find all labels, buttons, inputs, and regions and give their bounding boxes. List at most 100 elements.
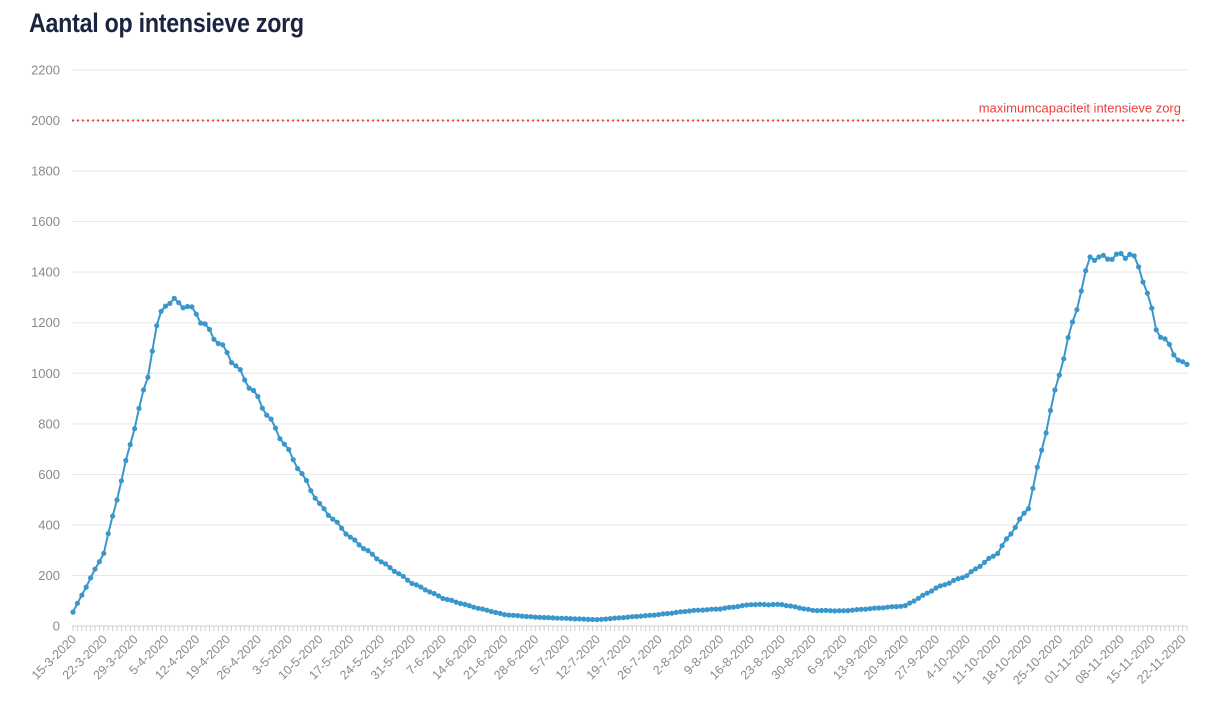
data-point[interactable] [929, 588, 935, 594]
data-point[interactable] [669, 610, 675, 616]
data-point[interactable] [250, 387, 257, 394]
data-point[interactable] [96, 559, 102, 565]
data-point[interactable] [625, 614, 631, 620]
data-point[interactable] [1184, 361, 1190, 367]
data-point[interactable] [981, 559, 988, 566]
data-point[interactable] [400, 573, 406, 579]
data-point[interactable] [497, 610, 503, 617]
data-point[interactable] [149, 348, 155, 354]
data-point[interactable] [1096, 254, 1102, 260]
data-point[interactable] [735, 603, 741, 610]
data-point[interactable] [387, 565, 393, 571]
data-point[interactable] [766, 602, 772, 608]
data-point[interactable] [105, 531, 111, 537]
data-point[interactable] [317, 500, 323, 507]
data-point[interactable] [506, 612, 512, 618]
data-point[interactable] [308, 488, 314, 494]
data-point[interactable] [268, 416, 274, 422]
data-point[interactable] [140, 387, 147, 393]
data-point[interactable] [871, 605, 878, 611]
data-point[interactable] [885, 604, 891, 610]
data-point[interactable] [334, 519, 340, 525]
data-point[interactable] [946, 580, 952, 586]
data-point[interactable] [620, 615, 627, 621]
data-point[interactable] [171, 295, 177, 301]
data-point[interactable] [1127, 251, 1133, 257]
data-point[interactable] [352, 537, 358, 543]
data-point[interactable] [343, 531, 349, 537]
data-point[interactable] [475, 605, 481, 611]
data-point[interactable] [757, 601, 763, 607]
data-point[interactable] [713, 606, 719, 612]
data-point[interactable] [1061, 356, 1067, 362]
data-point[interactable] [515, 613, 521, 619]
data-point[interactable] [405, 577, 411, 583]
data-point[interactable] [127, 442, 133, 448]
data-point[interactable] [493, 609, 499, 616]
data-point[interactable] [1100, 252, 1106, 258]
data-point[interactable] [440, 595, 446, 602]
data-point[interactable] [656, 612, 662, 618]
data-point[interactable] [616, 615, 622, 621]
data-point[interactable] [700, 607, 706, 613]
data-point[interactable] [1087, 254, 1093, 260]
data-point[interactable] [299, 471, 305, 477]
data-point[interactable] [841, 608, 847, 614]
data-point[interactable] [1069, 319, 1076, 325]
data-point[interactable] [1109, 256, 1115, 262]
data-point[interactable] [590, 616, 596, 623]
data-point[interactable] [990, 553, 996, 559]
data-point[interactable] [810, 607, 816, 613]
data-point[interactable] [559, 615, 565, 621]
data-point[interactable] [730, 604, 737, 610]
data-point[interactable] [779, 602, 785, 608]
data-point[interactable] [484, 607, 490, 613]
data-point[interactable] [1105, 256, 1111, 262]
data-point[interactable] [154, 323, 160, 329]
data-point[interactable] [233, 363, 239, 369]
data-point[interactable] [973, 566, 979, 572]
data-point[interactable] [554, 615, 560, 621]
data-point[interactable] [805, 606, 811, 612]
data-point[interactable] [1021, 510, 1027, 516]
data-point[interactable] [286, 446, 292, 453]
data-point[interactable] [678, 609, 684, 615]
data-point[interactable] [845, 608, 851, 614]
data-point[interactable] [74, 600, 80, 606]
data-point[interactable] [792, 604, 798, 610]
data-point[interactable] [136, 405, 142, 411]
data-point[interactable] [427, 589, 433, 595]
data-point[interactable] [110, 513, 116, 519]
data-point[interactable] [391, 568, 397, 575]
data-point[interactable] [281, 441, 287, 447]
data-point[interactable] [576, 616, 583, 622]
data-point[interactable] [638, 613, 644, 619]
data-point[interactable] [761, 601, 767, 608]
data-point[interactable] [814, 608, 820, 614]
data-point[interactable] [1078, 288, 1084, 294]
data-point[interactable] [312, 495, 318, 501]
data-point[interactable] [1065, 335, 1071, 341]
data-point[interactable] [88, 575, 94, 581]
data-point[interactable] [1144, 290, 1150, 296]
data-point[interactable] [295, 466, 301, 472]
data-point[interactable] [264, 412, 270, 418]
data-point[interactable] [603, 616, 609, 622]
data-point[interactable] [1180, 359, 1186, 365]
data-point[interactable] [444, 596, 450, 603]
data-point[interactable] [568, 616, 574, 622]
data-point[interactable] [951, 577, 957, 584]
data-point[interactable] [180, 305, 186, 311]
data-point[interactable] [915, 595, 922, 601]
data-point[interactable] [462, 601, 468, 608]
data-point[interactable] [1034, 464, 1040, 470]
data-point[interactable] [783, 603, 789, 609]
data-point[interactable] [801, 606, 807, 612]
data-point[interactable] [748, 602, 754, 608]
data-point[interactable] [1056, 372, 1062, 378]
data-point[interactable] [378, 559, 384, 565]
data-point[interactable] [664, 611, 671, 617]
data-point[interactable] [854, 607, 860, 613]
data-point[interactable] [339, 525, 345, 531]
data-point[interactable] [977, 563, 983, 570]
